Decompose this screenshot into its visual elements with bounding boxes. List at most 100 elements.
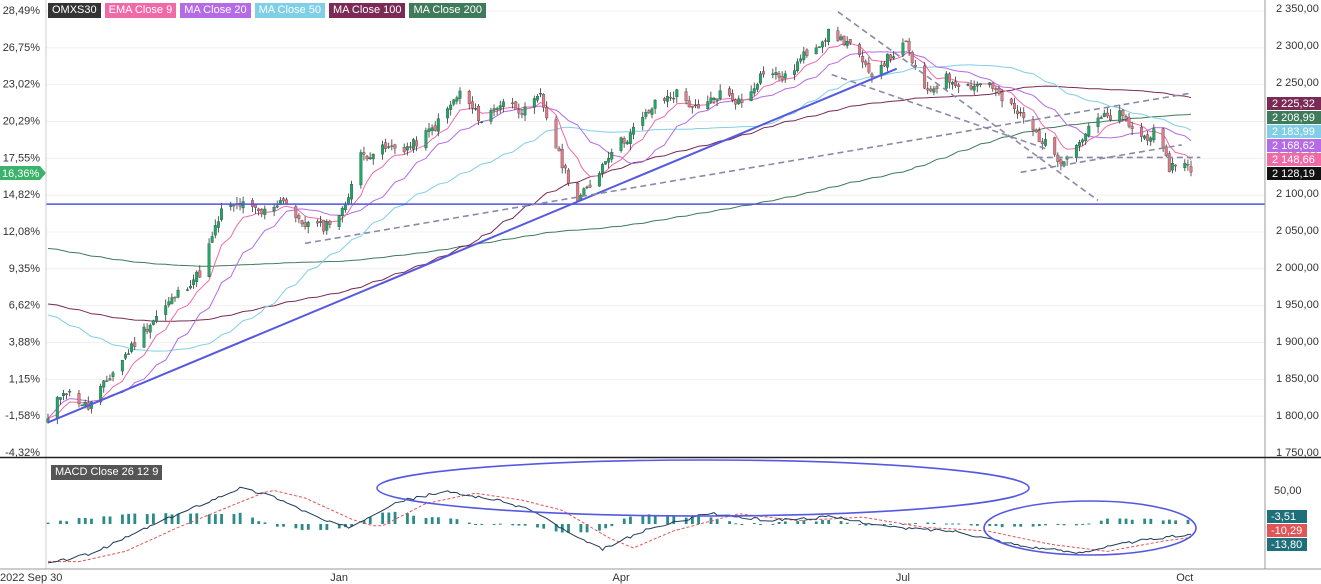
macd-value-box bbox=[1267, 510, 1307, 523]
macd-histogram-bar bbox=[889, 524, 893, 525]
candle-body bbox=[817, 46, 821, 48]
macd-histogram-bar bbox=[796, 521, 800, 524]
macd-histogram-bar bbox=[350, 524, 354, 527]
candle-body bbox=[619, 137, 623, 151]
macd-histogram-bar bbox=[802, 520, 806, 524]
legend-ema9[interactable]: EMA Close 9 bbox=[104, 3, 177, 18]
candle-body bbox=[185, 289, 189, 291]
candle-body bbox=[1164, 146, 1168, 156]
candle-body bbox=[1149, 137, 1153, 142]
macd-histogram-bar bbox=[1019, 524, 1023, 527]
candle-body bbox=[1189, 166, 1193, 173]
candle-body bbox=[650, 108, 654, 115]
macd-histogram-bar bbox=[381, 512, 385, 524]
macd-histogram-bar bbox=[436, 517, 440, 524]
candle-body bbox=[972, 85, 976, 91]
candle-body bbox=[130, 343, 134, 352]
candle-body bbox=[99, 386, 103, 403]
candle-body bbox=[517, 109, 521, 114]
macd-histogram-bar bbox=[523, 524, 527, 526]
macd-histogram-bar bbox=[641, 515, 645, 524]
candle-body bbox=[278, 200, 282, 204]
right-tick-label: 2 000,00 bbox=[1276, 262, 1319, 274]
macd-legend-label[interactable]: MACD Close 26 12 9 bbox=[51, 465, 163, 480]
candle-body bbox=[566, 169, 570, 184]
candle-body bbox=[415, 140, 419, 147]
macd-histogram-bar bbox=[542, 524, 546, 529]
right-tick-label: 2 350,00 bbox=[1276, 3, 1319, 15]
candle-body bbox=[1040, 141, 1044, 144]
candle-body bbox=[189, 286, 192, 289]
candle-body bbox=[796, 61, 800, 72]
candle-body bbox=[672, 97, 676, 100]
candle-body bbox=[427, 128, 431, 132]
macd-value-text: -13,80 bbox=[1271, 539, 1302, 551]
candle-body bbox=[861, 56, 865, 63]
candle-body bbox=[1031, 119, 1035, 131]
macd-histogram-bar bbox=[901, 524, 905, 525]
candle-body bbox=[192, 279, 196, 285]
panel-frame bbox=[0, 0, 1321, 570]
candle-body bbox=[901, 42, 905, 56]
macd-histogram-bar bbox=[449, 518, 453, 524]
macd-histogram-bar bbox=[424, 517, 428, 524]
candle-body bbox=[365, 155, 369, 160]
macd-histogram-bar bbox=[975, 524, 979, 526]
candle-body bbox=[80, 404, 84, 407]
macd-histogram-bar bbox=[1031, 524, 1035, 527]
candle-body bbox=[1174, 164, 1177, 167]
legend-ma200[interactable]: MA Close 200 bbox=[409, 3, 486, 18]
macd-histogram-bar bbox=[467, 522, 471, 524]
macd-histogram-bar bbox=[1143, 518, 1147, 524]
price-label-box bbox=[1267, 111, 1321, 124]
candle-body bbox=[408, 146, 412, 148]
candle-body bbox=[120, 359, 124, 372]
left-tick-label: 23,02% bbox=[3, 79, 41, 91]
candle-body bbox=[669, 96, 673, 99]
candle-body bbox=[935, 86, 939, 90]
macd-histogram-bar bbox=[1037, 524, 1041, 527]
candle-body bbox=[362, 152, 366, 155]
candle-body bbox=[477, 105, 481, 122]
legend-ma100[interactable]: MA Close 100 bbox=[328, 3, 406, 18]
candle-body bbox=[55, 397, 59, 420]
price-labels: 2 225,32 2 208,99 2 183,99 2 168,62 2 148,66… bbox=[0, 97, 1321, 551]
left-axis: 28,49% 26,75% 23,02% 20,29% 17,55% 14,82% 12,0… bbox=[3, 5, 41, 459]
right-tick-label: 1 950,00 bbox=[1276, 299, 1319, 311]
price-label-box bbox=[1267, 125, 1321, 138]
macd-histogram-bar bbox=[108, 516, 112, 524]
candle-body bbox=[1053, 137, 1057, 155]
candle-body bbox=[430, 127, 434, 131]
legend-symbol[interactable]: OMXS30 bbox=[48, 3, 101, 18]
candle-body bbox=[384, 142, 388, 149]
candle-body bbox=[1161, 128, 1165, 149]
macd-histogram-bar bbox=[610, 524, 614, 527]
candle-body bbox=[951, 82, 954, 85]
candle-body bbox=[1152, 128, 1156, 141]
legend-ma50[interactable]: MA Close 50 bbox=[254, 3, 325, 18]
candle-body bbox=[994, 88, 998, 90]
macd-histogram-bar bbox=[517, 524, 521, 526]
macd-histogram-bar bbox=[257, 521, 261, 524]
macd-histogram-bar bbox=[1000, 524, 1004, 528]
candle-body bbox=[102, 380, 106, 388]
macd-histogram-bar bbox=[907, 523, 911, 525]
candle-body bbox=[774, 72, 778, 75]
candle-body bbox=[1130, 125, 1134, 129]
candle-body bbox=[294, 206, 298, 218]
candle-body bbox=[780, 76, 784, 80]
macd-histogram-bar bbox=[1174, 520, 1178, 524]
candle-body bbox=[393, 144, 397, 149]
macd-histogram-bar bbox=[845, 522, 849, 524]
candle-body bbox=[1078, 142, 1081, 147]
candle-body bbox=[554, 119, 558, 149]
candle-body bbox=[402, 147, 406, 152]
candle-body bbox=[213, 225, 217, 236]
macd-histogram-bar bbox=[90, 518, 93, 524]
legend-ma20[interactable]: MA Close 20 bbox=[180, 3, 251, 18]
macd-histogram-bar bbox=[1161, 520, 1165, 524]
candle-body bbox=[1099, 117, 1103, 119]
candle-body bbox=[340, 207, 344, 217]
macd-histogram-bar bbox=[740, 524, 744, 525]
macd-histogram-bar bbox=[207, 514, 211, 524]
